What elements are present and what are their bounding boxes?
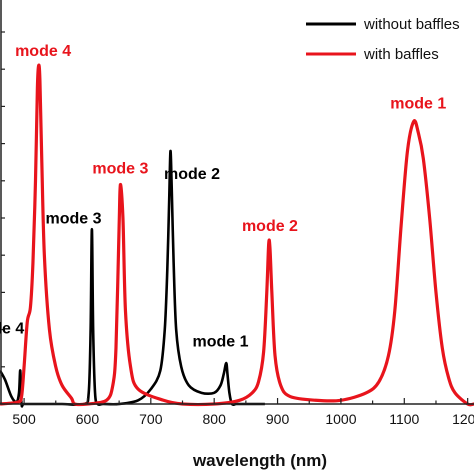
x-axis-label: wavelength (nm) — [192, 451, 327, 470]
series-layer — [0, 63, 474, 408]
series-line-without-baffles — [0, 149, 265, 408]
axes-layer: 500 600 700 800 900 1000 1100 1200 — [0, 0, 474, 427]
x-tick-label: 600 — [76, 411, 100, 427]
x-tick-label: 1100 — [389, 411, 419, 427]
peak-annotation: mode 2 — [242, 218, 298, 235]
series-line-with-baffles — [0, 63, 474, 407]
peak-annotation: mode 4 — [15, 43, 71, 60]
peak-annotation: mode 2 — [164, 166, 220, 183]
peak-annotation: mode 1 — [390, 95, 446, 112]
x-tick-label: 700 — [139, 411, 163, 427]
peak-annotation: mode 1 — [193, 333, 249, 350]
peak-annotation: mode 3 — [46, 211, 102, 228]
legend: without baffles with baffles — [306, 16, 460, 63]
legend-label: with baffles — [363, 46, 439, 63]
x-tick-label: 1000 — [325, 411, 356, 427]
annotation-layer: mode 4 mode 3 mode 2 mode 1 de 4 mode 3 mode 2… — [0, 43, 446, 350]
x-tick-label: 500 — [12, 411, 36, 427]
x-tick-label: 1200 — [452, 411, 474, 427]
peak-annotation: de 4 — [0, 320, 24, 337]
x-tick-label: 800 — [203, 411, 227, 427]
legend-label: without baffles — [363, 16, 460, 33]
x-tick-label: 900 — [266, 411, 290, 427]
peak-annotation: mode 3 — [92, 160, 148, 177]
